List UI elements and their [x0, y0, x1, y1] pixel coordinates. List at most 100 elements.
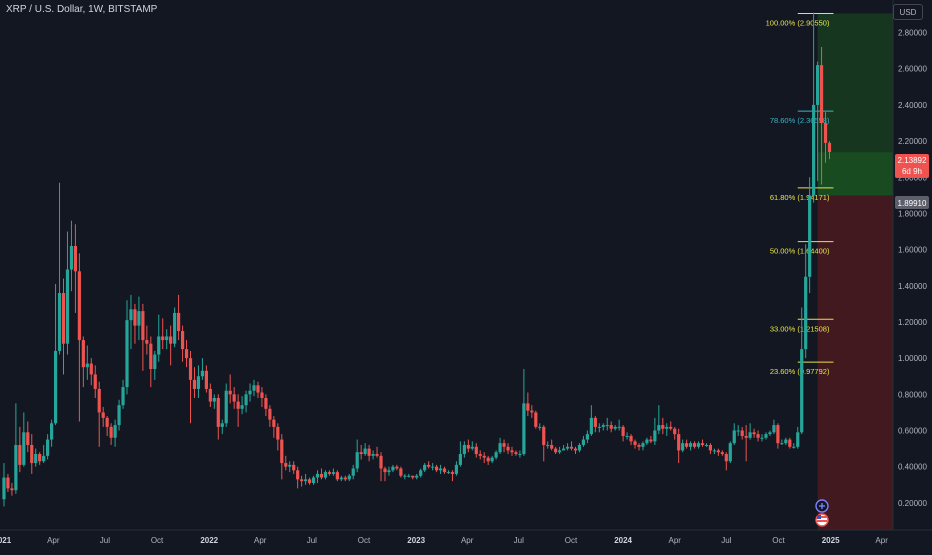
- candle-body: [530, 410, 534, 413]
- candle-body: [311, 477, 316, 483]
- fib-level-label: 61.80% (1.94171): [770, 193, 830, 202]
- candle-body: [248, 390, 252, 395]
- candle-body: [216, 397, 220, 427]
- current-price-badge: [895, 154, 929, 178]
- candle-body: [446, 472, 451, 474]
- candle-body: [49, 423, 54, 440]
- candle-body: [688, 443, 693, 447]
- candle-body: [617, 426, 621, 428]
- candle-body: [800, 349, 804, 433]
- candle-body: [69, 246, 74, 270]
- candle-body: [609, 425, 613, 429]
- candle-body: [153, 354, 157, 370]
- price-tick-label: 1.80000: [898, 209, 927, 218]
- candle-body: [561, 448, 566, 451]
- candle-body: [53, 350, 58, 424]
- candle-body: [819, 65, 824, 124]
- candle-body: [780, 443, 784, 445]
- candle-body: [268, 408, 272, 420]
- time-tick-label: 2021: [0, 536, 12, 545]
- time-tick-label: 2023: [407, 536, 425, 545]
- candle-body: [252, 385, 256, 391]
- candle-body: [442, 468, 447, 473]
- candle-body: [407, 475, 411, 477]
- candle-body: [280, 439, 284, 464]
- candle-body: [157, 336, 161, 355]
- candle-body: [81, 340, 85, 368]
- candle-body: [224, 390, 228, 424]
- price-tick-label: 1.40000: [898, 282, 927, 291]
- candle-body: [665, 426, 669, 429]
- plus-circle-icon[interactable]: [815, 499, 829, 513]
- candle-body: [355, 452, 359, 469]
- candle-body: [518, 454, 522, 456]
- candle-body: [478, 454, 482, 456]
- candle-body: [768, 432, 772, 435]
- us-flag-icon[interactable]: [815, 513, 829, 527]
- candle-body: [319, 473, 324, 478]
- price-tick-label: 1.20000: [898, 318, 927, 327]
- candle-body: [93, 374, 97, 389]
- candle-body: [677, 434, 681, 451]
- candle-body: [748, 432, 752, 438]
- candle-body: [581, 439, 586, 445]
- candle-body: [188, 358, 193, 380]
- fib-level-label: 100.00% (2.90550): [766, 18, 830, 27]
- candle-body: [796, 432, 800, 447]
- candle-body: [534, 412, 538, 427]
- candle-body: [696, 443, 701, 447]
- candle-body: [244, 394, 248, 406]
- candle-body: [815, 65, 820, 105]
- candle-body: [712, 450, 716, 452]
- candle-body: [383, 468, 387, 473]
- candle-body: [145, 340, 149, 344]
- candle-body: [744, 435, 748, 438]
- time-axis[interactable]: 2021 Apr Jul Oct 2022 Apr Jul Oct 2023 Apr Jul Oct 2…: [0, 536, 888, 545]
- price-tick-label: 2.80000: [898, 29, 927, 38]
- candle-body: [300, 479, 304, 482]
- candle-body: [260, 392, 264, 398]
- candle-body: [569, 446, 574, 449]
- candle-body: [200, 370, 205, 377]
- candle-body: [542, 426, 546, 445]
- candle-body: [601, 425, 605, 427]
- candle-body: [657, 425, 661, 431]
- candle-body: [514, 452, 518, 455]
- candle-body: [232, 394, 236, 402]
- candle-body: [77, 271, 81, 341]
- candle-body: [2, 477, 6, 500]
- price-badges: 2.13892 6d 9h 1.89910: [895, 154, 929, 209]
- candle-body: [46, 439, 50, 456]
- candle-body: [427, 464, 431, 467]
- candle-body: [395, 466, 399, 469]
- price-tick-label: 2.20000: [898, 137, 927, 146]
- time-tick-label: Oct: [358, 536, 371, 545]
- candle-body: [18, 444, 22, 465]
- candle-body: [327, 472, 332, 474]
- candle-body: [724, 454, 728, 462]
- currency-button[interactable]: USD: [893, 4, 923, 20]
- time-tick-label: 2024: [614, 536, 632, 545]
- candle-body: [6, 477, 10, 489]
- candle-body: [728, 443, 732, 462]
- candle-body: [57, 293, 62, 351]
- candle-body: [208, 388, 212, 402]
- position-zones: [817, 13, 893, 530]
- candle-body: [669, 426, 673, 429]
- time-tick-label: Oct: [151, 536, 164, 545]
- time-tick-label: Jul: [514, 536, 524, 545]
- fib-level-label: 23.60% (0.97792): [770, 367, 830, 376]
- candle-body: [61, 293, 66, 344]
- candle-body: [228, 390, 232, 395]
- candle-body: [184, 349, 189, 359]
- time-tick-label: Jul: [100, 536, 110, 545]
- candle-body: [772, 425, 776, 433]
- time-tick-label: Apr: [668, 536, 681, 545]
- candle-body: [423, 464, 427, 471]
- candle-body: [589, 417, 593, 435]
- candle-body: [38, 454, 42, 462]
- candle-body: [704, 444, 709, 446]
- time-tick-label: 2022: [200, 536, 218, 545]
